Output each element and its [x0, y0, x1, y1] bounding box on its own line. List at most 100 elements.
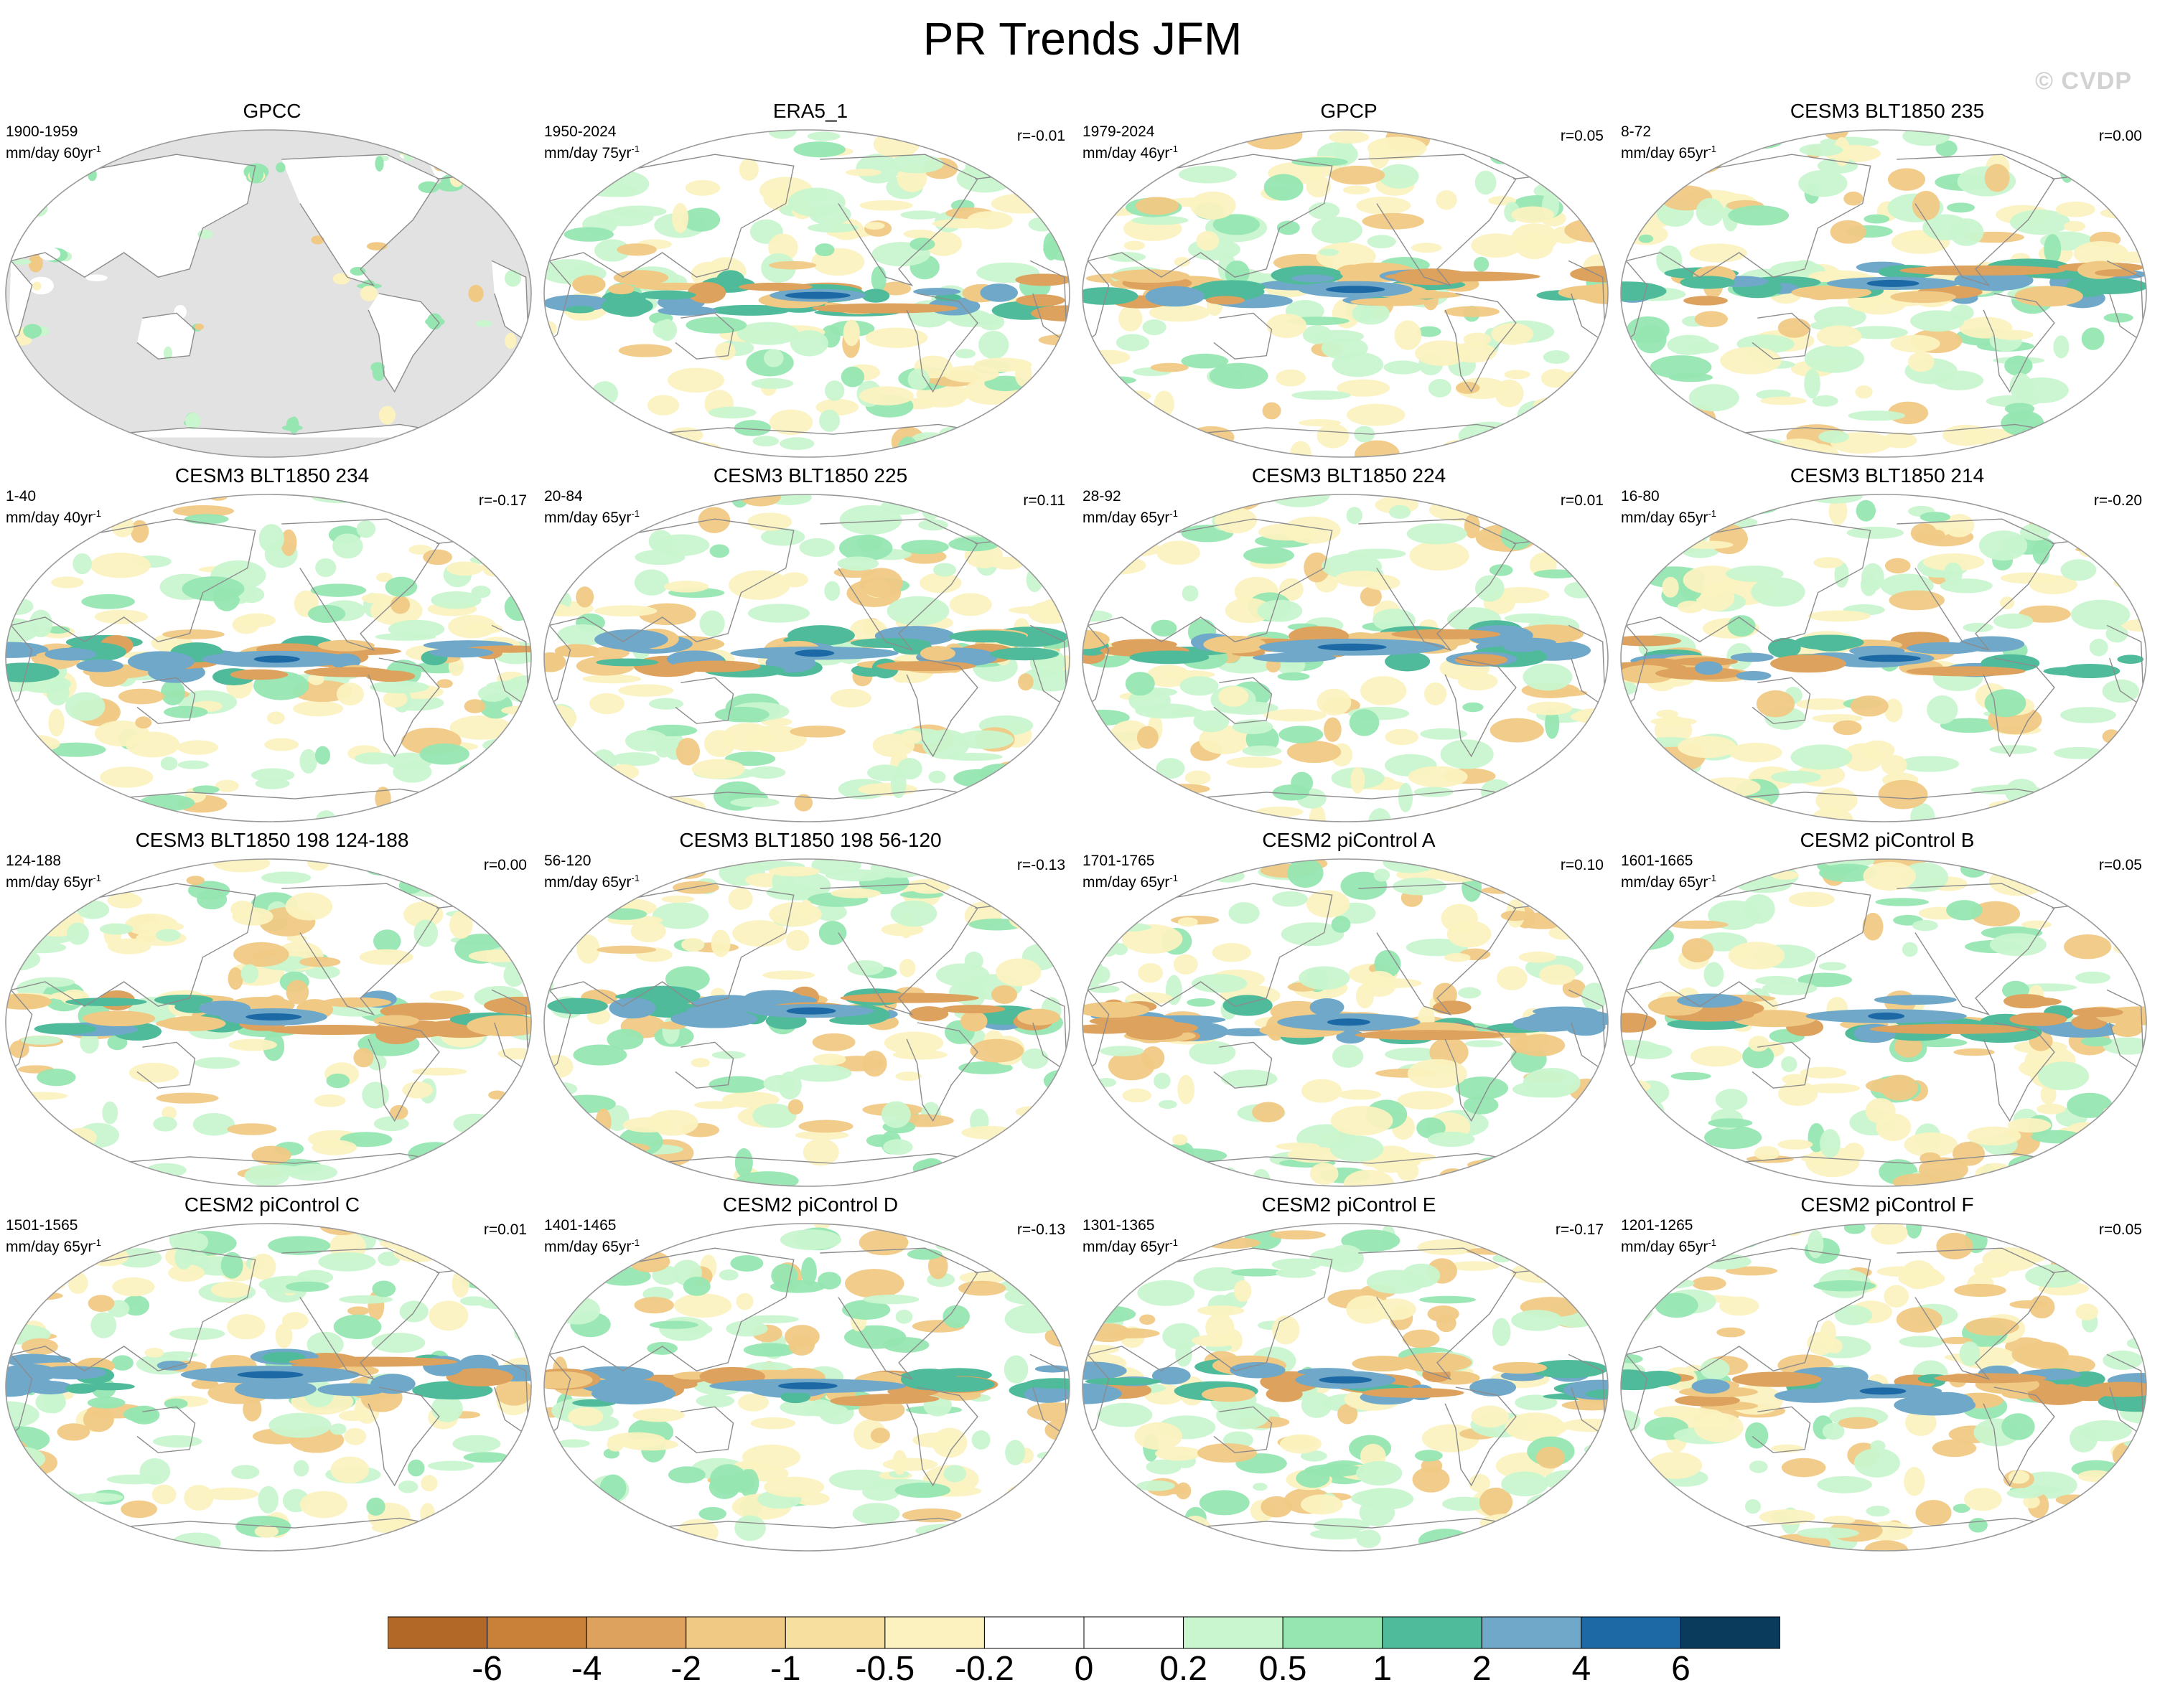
- pattern-correlation: r=0.05: [2098, 1221, 2142, 1238]
- map-panel: CESM2 piControl C 1501-1565 mm/day 65yr-1 r…: [3, 1193, 541, 1552]
- units-exponent: -1: [93, 144, 101, 154]
- colorbar-box: [586, 1616, 687, 1649]
- panel-period: 124-188: [6, 853, 62, 869]
- panel-units: mm/day 65yr-1: [1082, 870, 1178, 891]
- colorbar-box: [983, 1616, 1085, 1649]
- map-panel: CESM2 piControl D 1401-1465 mm/day 65yr-1 r…: [541, 1193, 1080, 1552]
- panel-units: mm/day 60yr-1: [6, 141, 101, 162]
- panel-units-text: mm/day 65yr: [1082, 510, 1170, 526]
- map-panel: CESM3 BLT1850 234 1-40 mm/day 40yr-1 r=-0.1…: [3, 464, 541, 822]
- map-background: [544, 859, 1070, 1186]
- map-frame: [1620, 858, 2147, 1187]
- robinson-map: [5, 1223, 532, 1552]
- pattern-correlation: r=0.01: [1560, 492, 1604, 509]
- units-exponent: -1: [1708, 1237, 1716, 1248]
- robinson-map: [1620, 1223, 2147, 1552]
- pattern-correlation: r=0.01: [483, 1221, 527, 1238]
- panel-units-text: mm/day 65yr: [1621, 145, 1708, 161]
- panel-units-text: mm/day 75yr: [544, 145, 632, 161]
- map-frame: [543, 129, 1070, 458]
- panel-units-text: mm/day 65yr: [544, 874, 632, 891]
- map-frame: [543, 1223, 1070, 1552]
- robinson-map: [1082, 858, 1609, 1187]
- panel-units-text: mm/day 65yr: [1082, 1239, 1170, 1255]
- panel-title: ERA5_1: [772, 100, 848, 122]
- panel-units-text: mm/day 65yr: [6, 1239, 93, 1255]
- panel-period: 8-72: [1621, 123, 1652, 140]
- pattern-correlation: r=0.11: [1023, 492, 1065, 509]
- colorbar-box: [1083, 1616, 1184, 1649]
- map-frame: [543, 494, 1070, 822]
- panel-title: CESM2 piControl E: [1261, 1193, 1436, 1216]
- panel-units-text: mm/day 40yr: [6, 510, 93, 526]
- panel-units: mm/day 46yr-1: [1082, 141, 1178, 162]
- figure-title: PR Trends JFM: [922, 13, 1243, 65]
- panel-title: CESM3 BLT1850 198 56-120: [679, 829, 942, 851]
- colorbar-tick-label: -1: [770, 1650, 801, 1688]
- panel-period: 1701-1765: [1082, 853, 1155, 869]
- panel-title: CESM2 piControl A: [1262, 829, 1436, 851]
- panel-units: mm/day 65yr-1: [544, 1234, 640, 1256]
- panel-period: 20-84: [544, 488, 583, 505]
- panel-units: mm/day 65yr-1: [544, 870, 640, 891]
- map-frame: [1082, 129, 1609, 458]
- panel-units: mm/day 65yr-1: [1082, 1234, 1178, 1256]
- panel-period: 1-40: [6, 488, 37, 505]
- colorbar-tick-label: 0.5: [1258, 1650, 1307, 1688]
- units-exponent: -1: [1169, 508, 1178, 519]
- panel-period: 1601-1665: [1621, 853, 1693, 869]
- robinson-map: [1620, 494, 2147, 822]
- colorbar-box: [884, 1616, 985, 1649]
- panel-units: mm/day 65yr-1: [1621, 505, 1716, 527]
- colorbar-box: [1581, 1616, 1681, 1649]
- panel-units: mm/day 75yr-1: [544, 141, 640, 162]
- panel-title: CESM2 piControl D: [722, 1193, 899, 1216]
- robinson-map: [5, 494, 532, 822]
- map-panel: CESM3 BLT1850 198 124-188 124-188 mm/day 6…: [3, 828, 541, 1187]
- map-panel: CESM3 BLT1850 225 20-84 mm/day 65yr-1 r=0.1…: [541, 464, 1080, 822]
- panel-title: CESM3 BLT1850 198 124-188: [135, 829, 409, 851]
- panel-period: 1401-1465: [544, 1217, 617, 1234]
- units-exponent: -1: [1169, 873, 1178, 883]
- robinson-map: [1620, 858, 2147, 1187]
- panel-units: mm/day 65yr-1: [544, 505, 640, 527]
- panel-title: CESM3 BLT1850 235: [1790, 100, 1985, 122]
- panel-title: CESM2 piControl F: [1800, 1193, 1974, 1216]
- colorbar-box: [1282, 1616, 1383, 1649]
- map-panel: CESM3 BLT1850 235 8-72 mm/day 65yr-1 r=0.00: [1618, 99, 2156, 458]
- panel-title: CESM3 BLT1850 214: [1790, 464, 1985, 487]
- panel-units: mm/day 65yr-1: [6, 1234, 101, 1256]
- pattern-correlation: r=0.05: [1560, 128, 1604, 144]
- units-exponent: -1: [93, 873, 101, 883]
- colorbar-box: [1183, 1616, 1283, 1649]
- colorbar-box: [686, 1616, 786, 1649]
- panel-units-text: mm/day 65yr: [1621, 510, 1708, 526]
- panel-units-text: mm/day 65yr: [1621, 874, 1708, 891]
- colorbar-box: [1680, 1616, 1780, 1649]
- colorbar-tick-label: 2: [1472, 1650, 1492, 1688]
- precip-trend-field: [1082, 494, 1608, 822]
- robinson-map: [5, 129, 532, 458]
- panel-title: GPCP: [1320, 100, 1378, 122]
- robinson-map: [1082, 1223, 1609, 1552]
- robinson-map: [543, 1223, 1070, 1552]
- panel-period: 1501-1565: [6, 1217, 78, 1234]
- panel-period: 16-80: [1621, 488, 1660, 505]
- robinson-map: [1620, 129, 2147, 458]
- panel-period: 1950-2024: [544, 123, 617, 140]
- panel-title: CESM3 BLT1850 225: [713, 464, 908, 487]
- units-exponent: -1: [631, 508, 640, 519]
- panel-title: GPCC: [243, 100, 301, 122]
- robinson-map: [543, 858, 1070, 1187]
- panel-period: 1900-1959: [6, 123, 78, 140]
- map-panel: CESM2 piControl B 1601-1665 mm/day 65yr-1 r…: [1618, 828, 2156, 1187]
- panel-period: 1201-1265: [1621, 1217, 1693, 1234]
- pattern-correlation: r=-0.17: [478, 492, 527, 509]
- panel-units: mm/day 65yr-1: [1621, 141, 1716, 162]
- pattern-correlation: r=0.05: [2098, 857, 2142, 873]
- map-frame: [5, 1223, 532, 1552]
- precip-trend-field: [6, 1224, 531, 1551]
- panel-period: 56-120: [544, 853, 591, 869]
- map-panel: ERA5_1 1950-2024 mm/day 75yr-1 r=-0.01: [541, 99, 1080, 458]
- colorbar-tick-label: -4: [571, 1650, 602, 1688]
